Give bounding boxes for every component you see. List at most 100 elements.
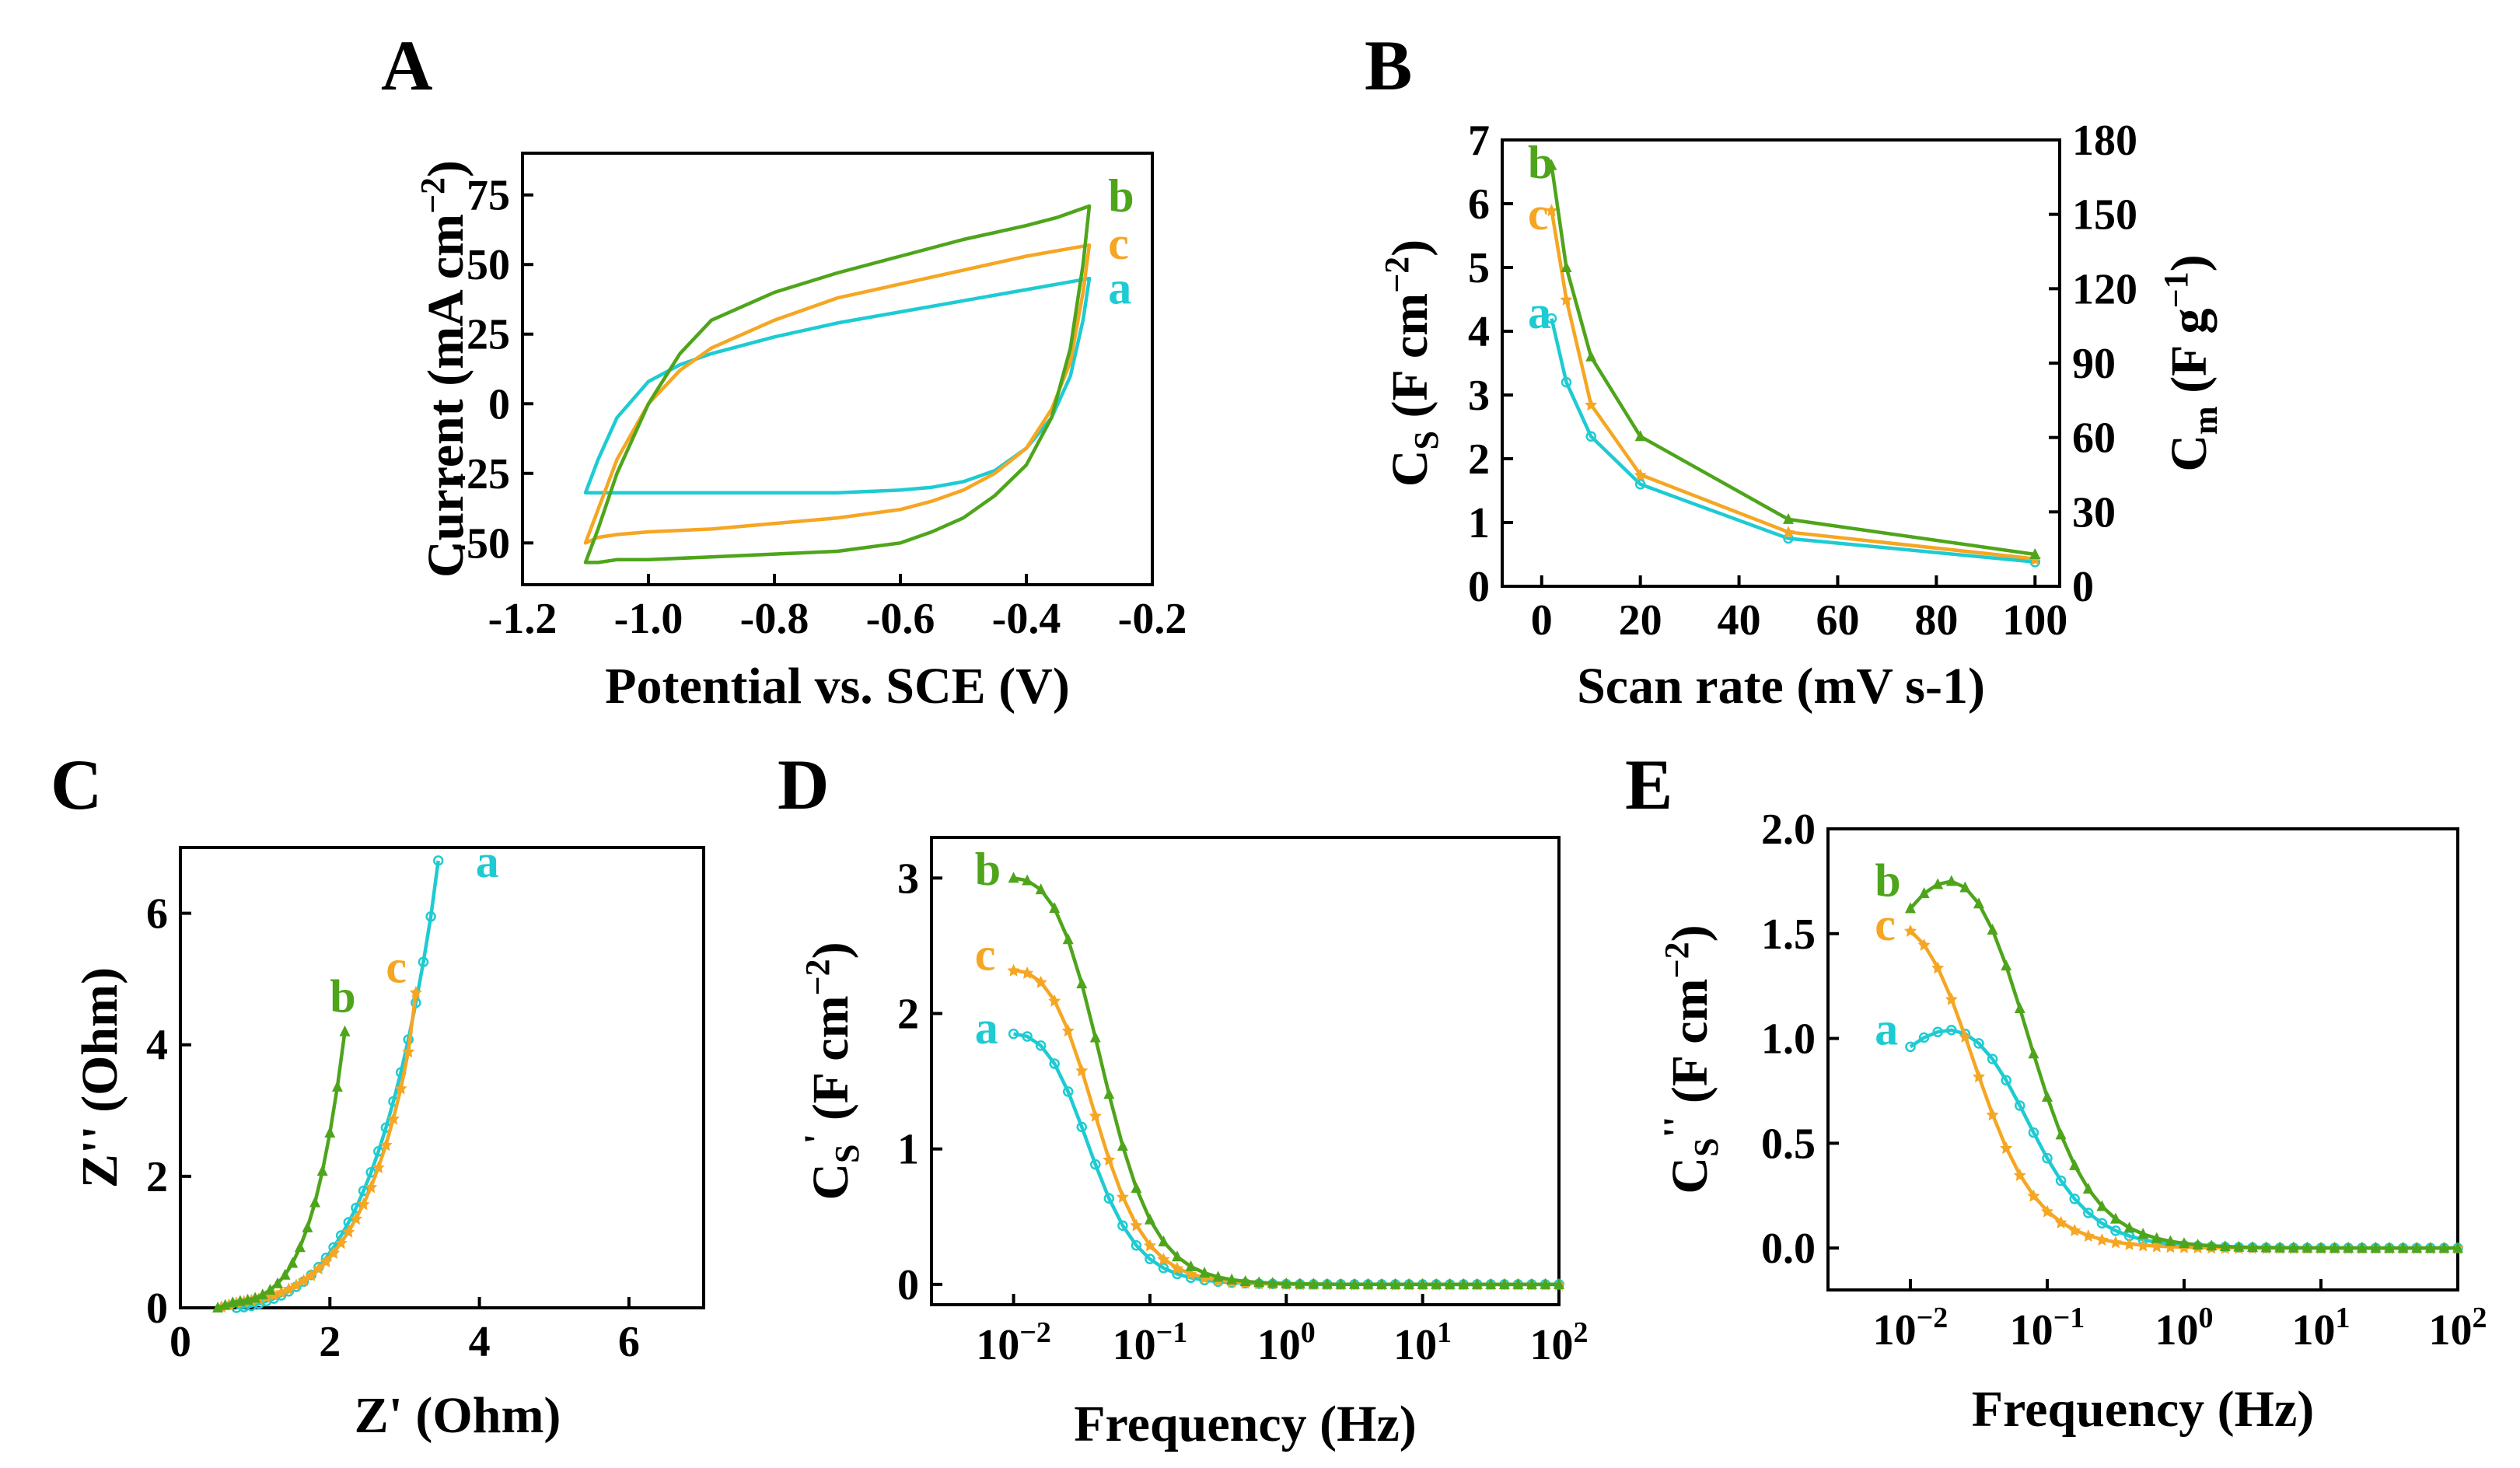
data-point-c <box>2109 1236 2122 1249</box>
data-point-b <box>1932 878 1944 890</box>
y-tick-label: 1.5 <box>1761 911 1816 959</box>
x-tick-label: 10−1 <box>2010 1302 2085 1354</box>
data-point-c <box>2068 1224 2081 1237</box>
series-tag-a: a <box>1108 262 1131 313</box>
data-point-b <box>1546 159 1557 170</box>
data-point-c <box>1184 1267 1197 1281</box>
x-tick-label: 2 <box>319 1318 341 1366</box>
data-point-c <box>1945 992 1958 1005</box>
panel-e-imaginary-capacitance: E 10−2 10−1 100 101 102 0.0 0.5 1.0 1.5 2.0 Freque… <box>1625 745 2487 1438</box>
data-point-b <box>1485 1278 1497 1289</box>
data-point-c <box>1560 293 1573 306</box>
y-tick-label: 5 <box>1468 244 1490 292</box>
data-point-b <box>1561 261 1572 272</box>
x-tick-label: 100 <box>2155 1302 2213 1354</box>
y-tick-label: 0 <box>146 1284 168 1333</box>
data-point-b <box>1103 1088 1115 1099</box>
data-point-b <box>302 1221 313 1232</box>
data-point-b <box>1376 1278 1388 1289</box>
x-tick-label: 60 <box>1816 596 1859 645</box>
data-point-b <box>264 1284 276 1295</box>
data-point-c <box>1143 1239 1156 1252</box>
data-point-b <box>2370 1242 2382 1253</box>
data-point-c <box>312 1262 325 1275</box>
data-point-a <box>1103 1193 1115 1204</box>
x-tick-label: -1.2 <box>488 595 557 643</box>
x-tick-label: 10−1 <box>1113 1316 1188 1369</box>
series-tag-b: b <box>1528 137 1554 188</box>
y-tick-label: 0 <box>897 1261 919 1309</box>
data-point-c <box>274 1285 288 1298</box>
data-point-b <box>1008 872 1019 883</box>
data-point-c <box>1917 938 1931 951</box>
data-point-a <box>1561 376 1572 388</box>
series-tag-c: c <box>1528 188 1549 239</box>
data-point-b <box>2397 1242 2409 1253</box>
y-tick-label: -25 <box>452 450 510 498</box>
plot-frame-c <box>179 846 705 1309</box>
data-point-b <box>1022 874 1033 886</box>
data-point-b <box>1076 977 1088 989</box>
y2-tick-label: 90 <box>2072 340 2116 388</box>
data-point-c <box>1986 1108 1999 1121</box>
data-point-c <box>320 1254 333 1267</box>
data-point-a <box>1546 313 1557 324</box>
data-point-b <box>2288 1241 2299 1253</box>
data-point-a <box>1987 1054 1998 1064</box>
data-point-b <box>250 1291 261 1303</box>
data-point-a <box>1905 1041 1916 1053</box>
panel-label-c: C <box>51 745 102 824</box>
series-line-c <box>583 243 1092 545</box>
data-point-b <box>1281 1277 1292 1288</box>
data-point-b <box>1973 897 1984 909</box>
data-point-b <box>1158 1236 1169 1247</box>
x-tick-label: -1.0 <box>614 595 683 643</box>
series-line-c <box>1550 209 2036 561</box>
data-point-b <box>1526 1278 1537 1289</box>
series-line-b <box>1909 879 2458 1250</box>
data-point-a <box>2069 1194 2080 1204</box>
y2-axis-title: Cm (F g−1) <box>2157 254 2225 471</box>
data-point-a <box>1918 1032 1930 1043</box>
x-tick-label: 101 <box>1393 1316 1452 1369</box>
data-point-b <box>2165 1235 2176 1246</box>
data-point-a <box>1117 1220 1128 1231</box>
data-point-b <box>1585 350 1597 362</box>
data-point-b <box>234 1295 246 1306</box>
y-axis-title: Current (mA cm−2) <box>414 160 474 578</box>
data-point-b <box>2041 1090 2053 1102</box>
data-point-b <box>1918 887 1930 899</box>
data-point-a <box>1131 1239 1142 1251</box>
data-point-b <box>1062 933 1074 945</box>
y-axis-title: CS (F cm−2) <box>1378 239 1445 487</box>
data-point-c <box>1157 1253 1170 1266</box>
data-point-c <box>1075 1064 1089 1077</box>
panel-label-a: A <box>381 26 432 105</box>
data-point-b <box>2274 1241 2286 1253</box>
data-point-b <box>1253 1276 1265 1288</box>
data-point-b <box>316 1165 328 1176</box>
y2-tick-label: 60 <box>2072 414 2116 463</box>
y2-tick-label: 30 <box>2072 488 2116 537</box>
x-tick-label: 40 <box>1718 596 1761 645</box>
x-axis-title: Frequency (Hz) <box>1074 1396 1417 1452</box>
data-point-c <box>2164 1240 2177 1253</box>
data-point-b <box>1348 1278 1360 1289</box>
data-point-b <box>1389 1278 1401 1289</box>
data-point-b <box>1987 924 1998 935</box>
y-tick-label: 2 <box>1468 435 1490 484</box>
data-point-b <box>1540 1278 1551 1289</box>
data-point-c <box>2095 1233 2109 1246</box>
data-point-c <box>1782 526 1795 539</box>
x-axis-title: Scan rate (mV s-1) <box>1577 658 1985 715</box>
data-point-b <box>331 1080 343 1092</box>
data-point-c <box>387 1112 400 1125</box>
data-point-b <box>1321 1278 1333 1289</box>
data-point-a <box>1062 1086 1074 1097</box>
y-tick-label: 0 <box>1468 563 1490 611</box>
data-point-c <box>2040 1204 2053 1218</box>
data-point-b <box>1444 1278 1456 1289</box>
data-point-c <box>1903 924 1917 937</box>
data-point-c <box>297 1274 310 1287</box>
data-point-b <box>2055 1128 2067 1140</box>
